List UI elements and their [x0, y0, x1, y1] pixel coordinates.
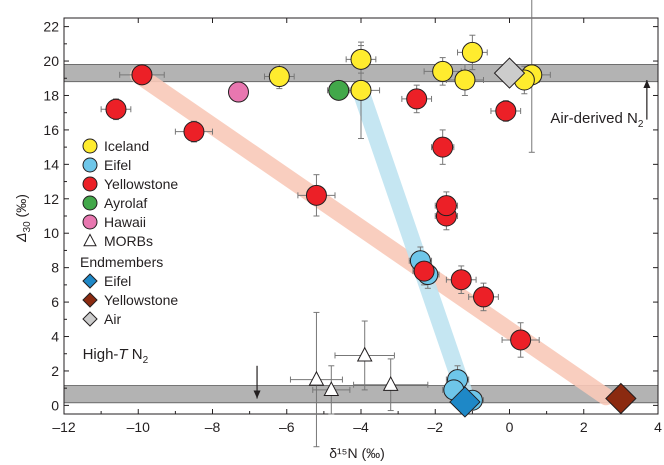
- x-tick-label: –10: [127, 419, 151, 435]
- legend-marker: [83, 196, 97, 210]
- y-tick-label: 12: [43, 191, 59, 207]
- legend-label: MORBs: [104, 233, 153, 249]
- point-yellowstone: [414, 261, 434, 281]
- point-morbs: [384, 377, 398, 390]
- legend-endmembers-title: Endmembers: [80, 254, 163, 270]
- point-morbs: [358, 348, 372, 361]
- point-yellowstone: [184, 122, 204, 142]
- legend-endmember-label: Yellowstone: [104, 292, 178, 308]
- annotation-text: High-: [83, 346, 119, 363]
- y-axis-label-subscript: 30: [22, 221, 33, 233]
- y-tick-label: 2: [51, 363, 59, 379]
- point-yellowstone: [306, 185, 326, 205]
- y-tick-label: 10: [43, 225, 59, 241]
- y-tick-label: 6: [51, 294, 59, 310]
- legend-endmember-label: Eifel: [104, 273, 131, 289]
- legend-marker: [83, 215, 97, 229]
- point-morbs: [309, 372, 323, 385]
- point-iceland: [462, 42, 482, 62]
- y-tick-label: 14: [43, 156, 59, 172]
- legend-marker: [84, 234, 96, 245]
- point-iceland: [351, 80, 371, 100]
- x-tick-label: –12: [52, 419, 76, 435]
- annotation-subscript: 2: [143, 355, 149, 366]
- y-tick-label: 8: [51, 260, 59, 276]
- annotation-label: High-T N2: [83, 346, 149, 366]
- x-tick-label: –2: [427, 419, 443, 435]
- point-iceland: [269, 67, 289, 87]
- y-tick-label: 18: [43, 87, 59, 103]
- y-axis-label-symbol: Δ: [13, 232, 29, 242]
- y-tick-label: 20: [43, 53, 59, 69]
- legend-marker: [83, 139, 97, 153]
- point-yellowstone: [433, 137, 453, 157]
- x-tick-label: –8: [205, 419, 221, 435]
- legend-label: Eifel: [104, 157, 131, 173]
- legend-label: Ayrolaf: [104, 195, 147, 211]
- x-tick-label: 2: [580, 419, 588, 435]
- point-yellowstone: [132, 65, 152, 85]
- y-tick-label: 4: [51, 329, 59, 345]
- annotation-rest: N: [128, 346, 143, 363]
- y-tick-label: 0: [51, 397, 59, 413]
- legend-label: Iceland: [104, 138, 149, 154]
- point-iceland: [455, 70, 475, 90]
- annotation-text: Air-derived N: [550, 110, 638, 127]
- point-yellowstone: [451, 270, 471, 290]
- x-tick-label: 4: [654, 419, 662, 435]
- legend-endmember-marker: [83, 312, 97, 326]
- annotation-label: Air-derived N2: [550, 110, 644, 130]
- legend: Iceland Eifel Yellowstone Ayrolaf Hawaii MORB…: [80, 138, 178, 327]
- legend-marker: [83, 158, 97, 172]
- point-iceland: [433, 61, 453, 81]
- point-yellowstone: [496, 101, 516, 121]
- legend-label: Hawaii: [104, 214, 146, 230]
- x-tick-label: –4: [353, 419, 369, 435]
- point-yellowstone: [407, 89, 427, 109]
- y-tick-label: 22: [43, 19, 59, 35]
- point-iceland: [351, 49, 371, 69]
- legend-endmember-marker: [83, 293, 97, 307]
- legend-label: Yellowstone: [104, 176, 178, 192]
- x-tick-label: 0: [506, 419, 514, 435]
- trend-lines: [138, 75, 606, 397]
- legend-endmember-label: Air: [104, 311, 121, 327]
- y-axis-label: Δ30 (‰): [13, 194, 33, 243]
- x-tick-label: –6: [279, 419, 295, 435]
- point-yellowstone: [511, 330, 531, 350]
- x-axis-label: δ¹⁵N (‰): [329, 445, 385, 461]
- annotation-subscript: 2: [638, 119, 644, 130]
- point-ayrolaf: [329, 80, 349, 100]
- y-axis-label-unit: (‰): [13, 194, 29, 221]
- point-yellowstone: [106, 99, 126, 119]
- point-yellowstone: [474, 287, 494, 307]
- point-yellowstone: [436, 196, 456, 216]
- legend-marker: [83, 177, 97, 191]
- point-hawaii: [228, 82, 248, 102]
- reference-band: [64, 386, 658, 403]
- legend-endmember-marker: [83, 274, 97, 288]
- y-tick-label: 16: [43, 122, 59, 138]
